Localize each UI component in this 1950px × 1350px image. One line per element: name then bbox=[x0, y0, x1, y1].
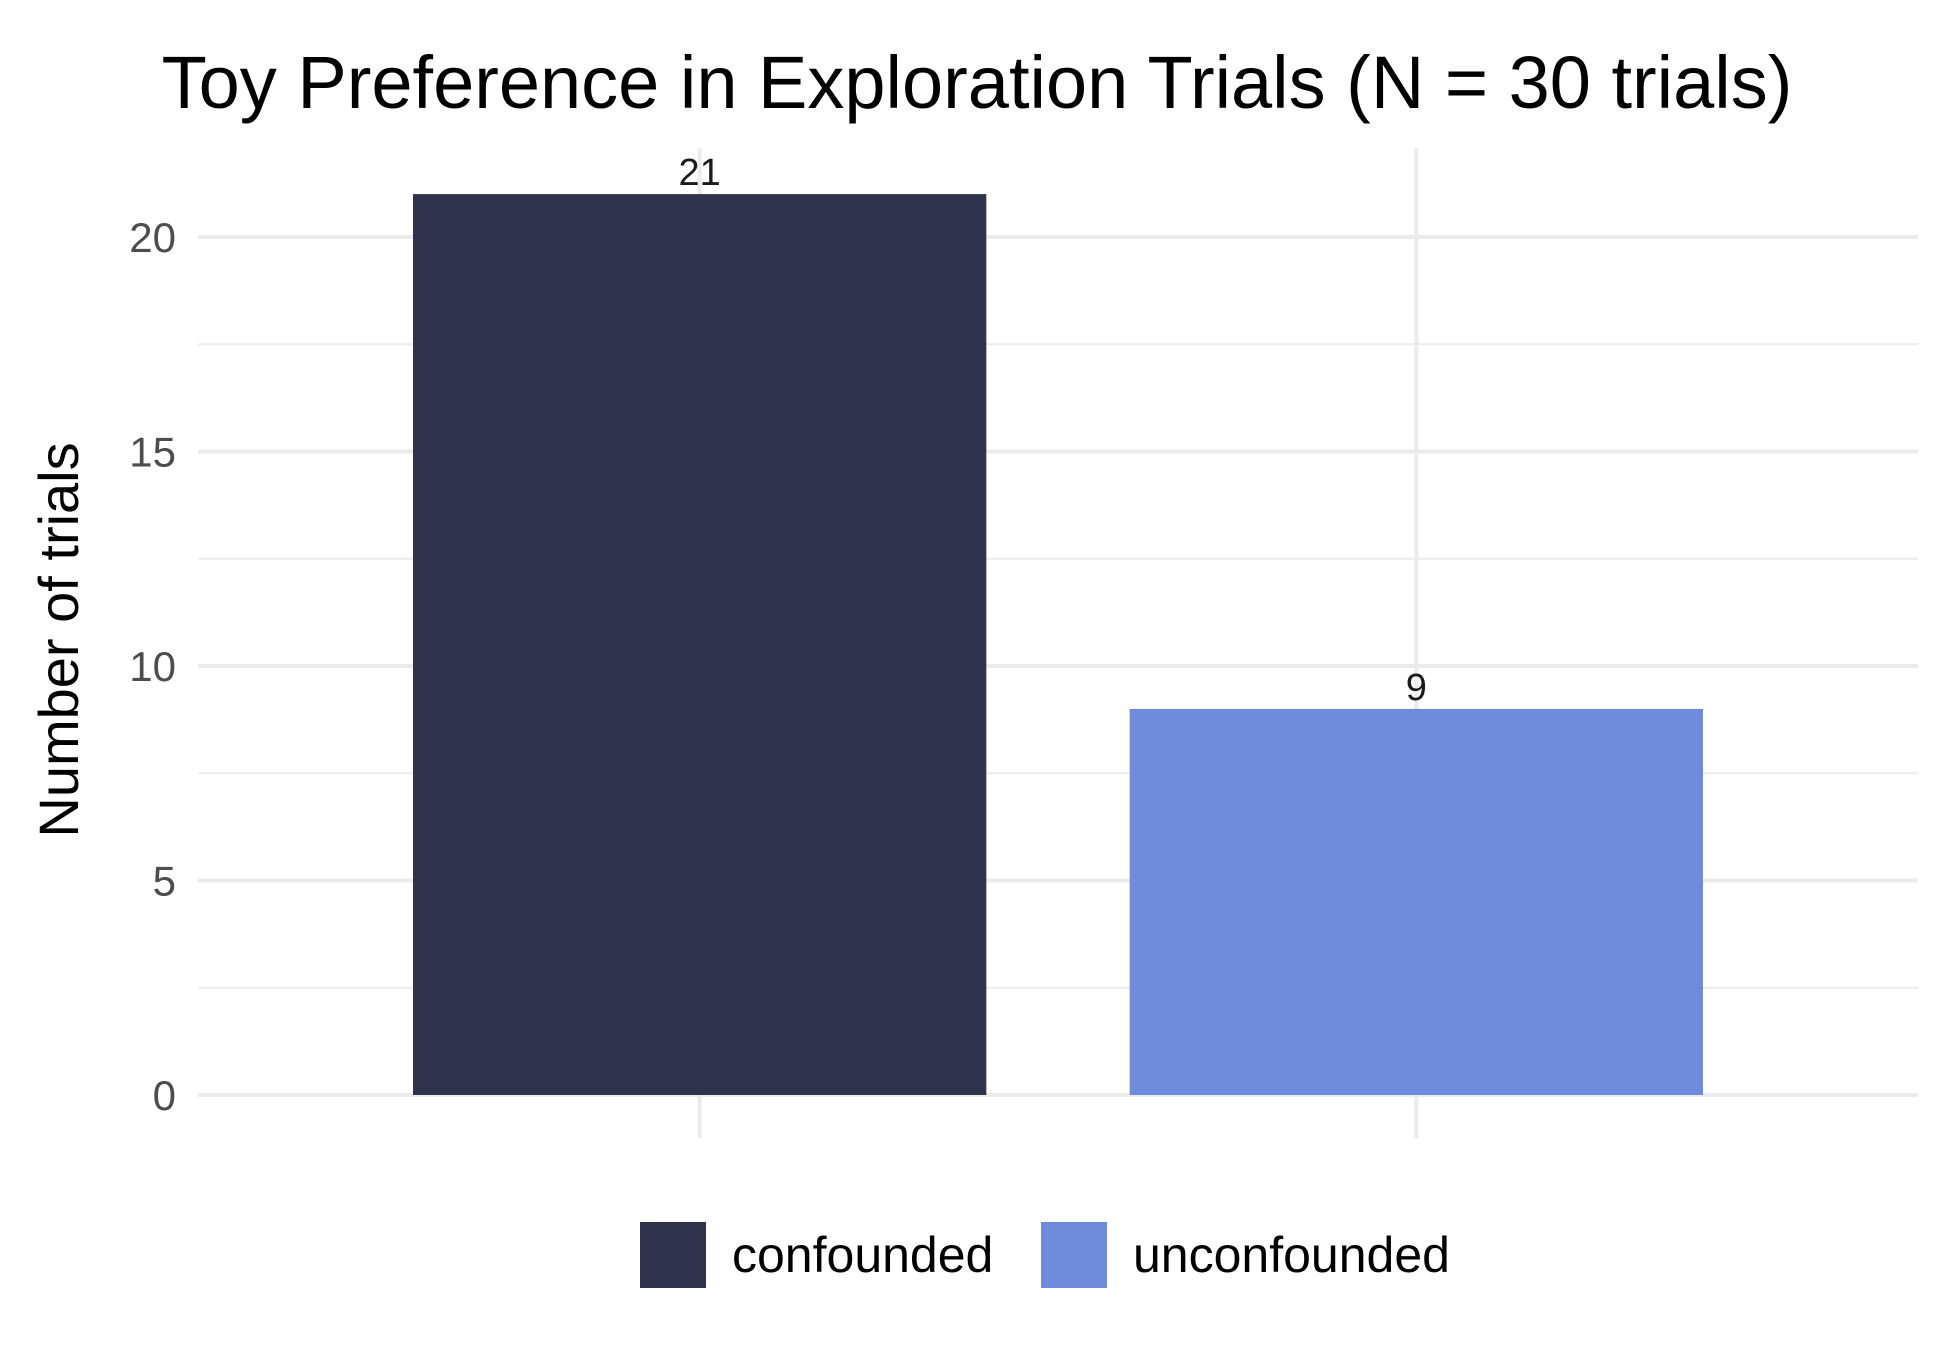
bar-unconfounded bbox=[1129, 708, 1703, 1095]
y-tick-label: 5 bbox=[153, 858, 176, 905]
chart-title: Toy Preference in Exploration Trials (N … bbox=[162, 41, 1793, 124]
y-axis-title: Number of trials bbox=[27, 442, 90, 837]
y-tick-label: 0 bbox=[153, 1072, 176, 1119]
data-label-unconfounded: 9 bbox=[1406, 667, 1427, 709]
bar-confounded bbox=[413, 194, 987, 1096]
legend-swatch-unconfounded bbox=[1041, 1222, 1107, 1288]
data-label-confounded: 21 bbox=[679, 152, 721, 194]
data-labels: 21 9 bbox=[679, 152, 1427, 709]
legend-label-confounded: confounded bbox=[732, 1227, 993, 1283]
bars bbox=[413, 194, 1703, 1096]
y-tick-label: 20 bbox=[129, 214, 176, 261]
y-tick-label: 15 bbox=[129, 429, 176, 476]
y-tick-label: 10 bbox=[129, 643, 176, 690]
y-axis-ticks: 0 5 10 15 20 bbox=[129, 214, 176, 1119]
legend: confounded unconfounded bbox=[640, 1222, 1450, 1288]
legend-label-unconfounded: unconfounded bbox=[1133, 1227, 1450, 1283]
legend-swatch-confounded bbox=[640, 1222, 706, 1288]
